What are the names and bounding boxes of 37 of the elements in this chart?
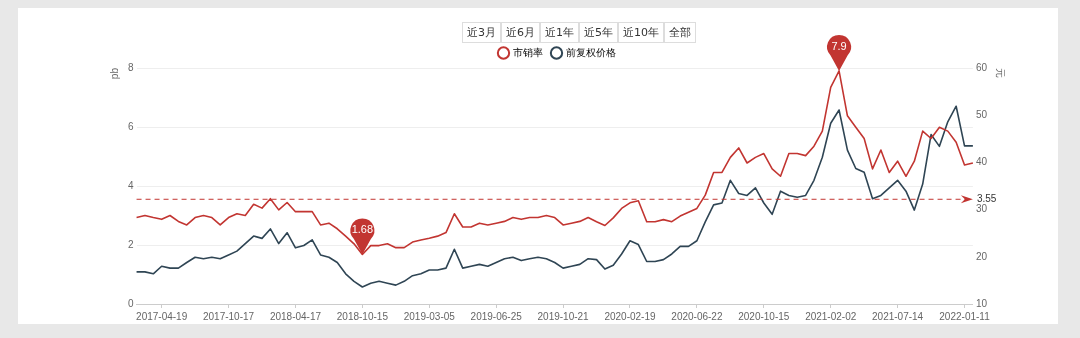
text: 近10年 (618, 22, 664, 43)
x-tick-label: 2019-10-21 (537, 310, 590, 322)
x-tick-label: 2022-01-11 (939, 310, 991, 322)
x-tick-label: 2018-04-17 (269, 310, 322, 322)
y2-tick-label: 20 (975, 250, 988, 262)
y-tick-label: 4 (128, 179, 134, 191)
y2-tick-label: 50 (975, 108, 988, 120)
text: 全部 (664, 22, 696, 43)
x-tick-label: 2018-10-15 (336, 310, 389, 322)
y-tick-label: 2 (128, 238, 134, 250)
ref-line-label: 3.55 (976, 193, 997, 205)
x-tick-label: 2020-02-19 (604, 310, 656, 322)
x-tick-label: 2021-07-14 (872, 310, 924, 322)
y2-tick-label: 10 (975, 297, 988, 309)
y-tick-label: 6 (128, 120, 134, 132)
x-tick-label: 2017-04-19 (136, 310, 188, 322)
y2-axis-title: 元 (995, 68, 1007, 78)
legend-label: 市销率 (512, 46, 543, 58)
text: 近5年 (579, 22, 618, 43)
x-tick-label: 2019-06-25 (470, 310, 523, 322)
text: 近1年 (540, 22, 579, 43)
y-tick-label: 8 (128, 61, 134, 73)
x-tick-label: 2021-02-02 (805, 310, 857, 322)
text: 近3月 (462, 22, 501, 43)
y-axis-title: pb (108, 67, 120, 80)
text: 近6月 (501, 22, 540, 43)
y2-tick-label: 40 (975, 156, 988, 168)
x-tick-label: 2019-03-05 (403, 310, 456, 322)
y2-tick-label: 60 (975, 61, 988, 73)
legend-label: 前复权价格 (565, 46, 616, 58)
x-tick-label: 2020-10-15 (738, 310, 790, 322)
y-tick-label: 0 (128, 297, 134, 309)
annotation: 1.68 (351, 223, 374, 236)
annotation: 7.9 (831, 39, 847, 52)
x-tick-label: 2017-10-17 (202, 310, 255, 322)
y2-tick-label: 30 (975, 203, 988, 215)
x-tick-label: 2020-06-22 (671, 310, 723, 322)
